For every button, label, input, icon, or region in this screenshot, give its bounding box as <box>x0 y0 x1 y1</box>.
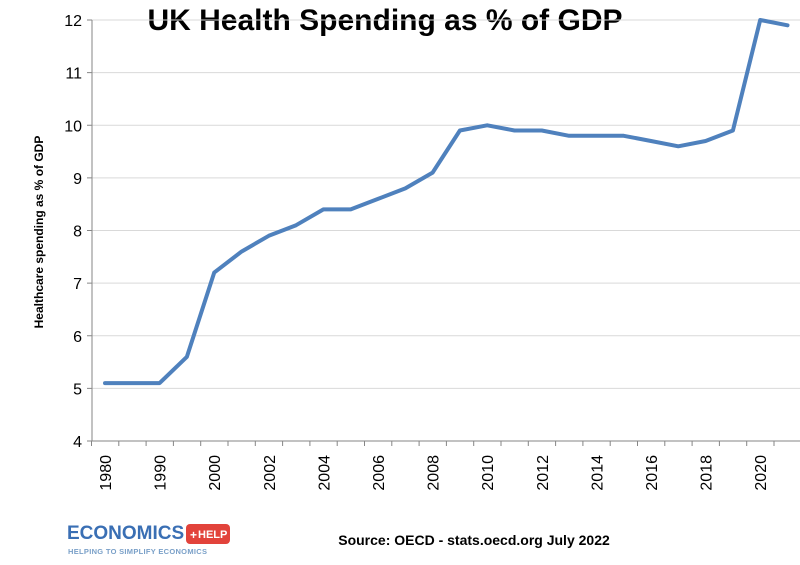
source-note: Source: OECD - stats.oecd.org July 2022 <box>338 532 610 548</box>
x-tick-label: 1980 <box>98 455 115 491</box>
x-tick-label: 2010 <box>480 455 497 491</box>
y-tick-label: 4 <box>73 434 82 451</box>
logo-badge-text: HELP <box>198 529 227 541</box>
x-tick-label: 2002 <box>262 455 279 491</box>
y-tick-label: 9 <box>73 171 82 188</box>
y-tick-label: 8 <box>73 224 82 241</box>
logo-badge-plus: + <box>190 528 197 542</box>
economics-help-logo: ECONOMICS + HELP HELPING TO SIMPLIFY ECO… <box>67 523 230 556</box>
logo-badge <box>186 524 230 544</box>
x-axis-ticks: 1980 1990 2000 2002 2004 2006 2008 2010 2012 2014… <box>91 441 775 491</box>
x-tick-label: 2008 <box>426 455 443 491</box>
x-tick-label: 2006 <box>371 455 388 491</box>
x-tick-label: 1990 <box>153 455 170 491</box>
y-tick-label: 11 <box>65 66 82 83</box>
x-tick-label: 2018 <box>699 455 716 491</box>
gridlines <box>92 19 800 389</box>
x-tick-label: 2000 <box>207 455 224 491</box>
x-tick-label: 2012 <box>535 455 552 491</box>
y-tick-label: 12 <box>64 13 82 30</box>
axes <box>91 20 800 442</box>
x-tick-label: 2016 <box>644 455 661 491</box>
y-tick-label: 10 <box>64 118 82 135</box>
y-tick-label: 7 <box>73 276 82 293</box>
series-line-path <box>103 18 790 386</box>
y-tick-label: 6 <box>73 329 82 346</box>
y-tick-label: 5 <box>73 381 82 398</box>
logo-tagline: HELPING TO SIMPLIFY ECONOMICS <box>68 547 207 556</box>
x-tick-label: 2020 <box>753 455 770 491</box>
x-tick-label: 2004 <box>316 455 333 491</box>
logo-name: ECONOMICS <box>67 523 184 544</box>
y-axis-ticks: 4 5 6 7 8 9 10 11 12 <box>64 13 92 451</box>
y-axis-label: Healthcare spending as % of GDP <box>32 136 46 329</box>
x-tick-label: 2014 <box>589 455 606 491</box>
series-line <box>103 18 790 386</box>
